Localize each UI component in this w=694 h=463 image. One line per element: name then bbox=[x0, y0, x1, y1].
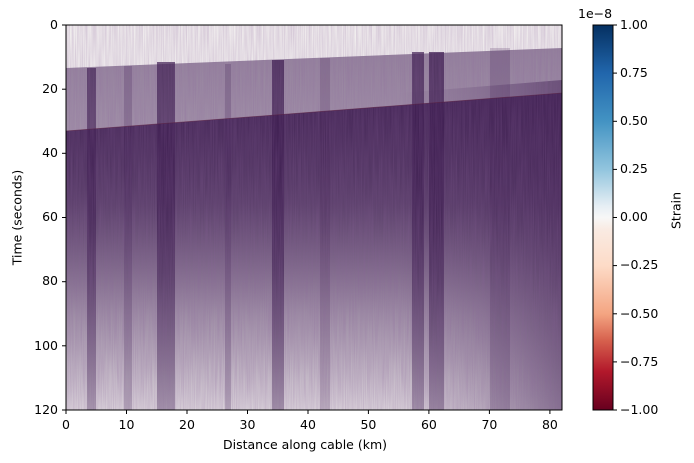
colorbar-tick-label: 0.25 bbox=[620, 161, 648, 176]
colorbar-tick-label: 0.50 bbox=[620, 113, 648, 128]
x-ticks bbox=[65, 410, 551, 414]
x-tick-label: 10 bbox=[118, 417, 135, 432]
colorbar-tick-label: −1.00 bbox=[620, 402, 659, 417]
x-tick-label: 70 bbox=[481, 417, 498, 432]
y-tick-label: 20 bbox=[42, 81, 58, 96]
x-tick-label: 40 bbox=[300, 417, 316, 432]
x-tick-label: 50 bbox=[360, 417, 377, 432]
colorbar-tick-label: 0.00 bbox=[620, 209, 648, 224]
colorbar-tick-label: 1.00 bbox=[620, 17, 648, 32]
y-tick-label: 120 bbox=[34, 402, 58, 417]
colorbar-ticks bbox=[613, 24, 617, 411]
colorbar-tick-label: −0.50 bbox=[620, 306, 659, 321]
colorbar bbox=[593, 25, 613, 410]
y-axis-label: Time (seconds) bbox=[9, 169, 25, 266]
heatmap-image bbox=[66, 25, 562, 410]
y-tick-label: 0 bbox=[50, 17, 58, 32]
colorbar-tick-label: 0.75 bbox=[620, 65, 648, 80]
x-tick-label: 30 bbox=[239, 417, 256, 432]
x-tick-label: 80 bbox=[541, 417, 558, 432]
y-tick-label: 60 bbox=[42, 209, 58, 224]
colorbar-tick-label: −0.75 bbox=[620, 354, 659, 369]
y-ticks bbox=[62, 24, 66, 411]
colorbar-label: Strain bbox=[668, 191, 684, 230]
y-tick-label: 100 bbox=[34, 338, 58, 353]
y-tick-label: 80 bbox=[42, 273, 58, 288]
x-axis-label: Distance along cable (km) bbox=[223, 437, 388, 452]
x-tick-label: 0 bbox=[62, 417, 70, 432]
colorbar-tick-label: −0.25 bbox=[620, 257, 659, 272]
colorbar-exponent: 1e−8 bbox=[578, 6, 613, 21]
y-tick-label: 40 bbox=[42, 145, 58, 160]
x-tick-label: 20 bbox=[179, 417, 195, 432]
x-tick-label: 60 bbox=[420, 417, 437, 432]
